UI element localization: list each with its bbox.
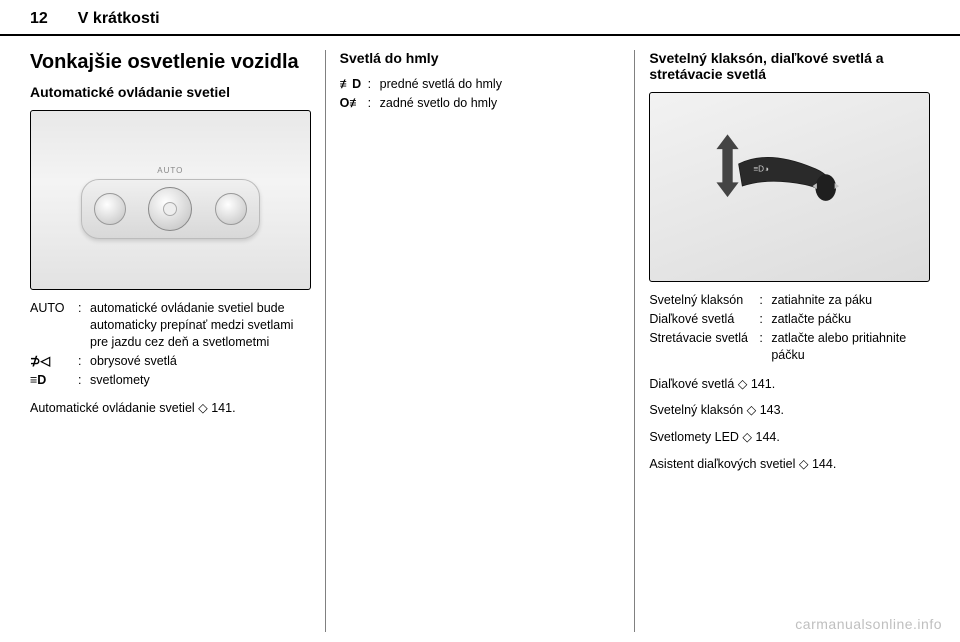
heading-exterior-lighting: Vonkajšie osvetlenie vozidla xyxy=(30,50,311,74)
column-2: Svetlá do hmly ≢D : predné svetlá do hml… xyxy=(326,50,636,632)
def-row: Diaľkové svetlá : zatlačte páčku xyxy=(649,311,930,328)
def-val: obrysové svetlá xyxy=(90,353,311,370)
def-key: Svetelný klaksón xyxy=(649,292,759,309)
def-sep: : xyxy=(759,330,771,364)
manual-page: 12 V krátkosti Vonkajšie osvetlenie vozi… xyxy=(0,0,960,642)
main-dial-icon xyxy=(148,187,192,231)
beam-icon: ≡D◑ xyxy=(754,164,770,173)
updown-arrow-icon xyxy=(717,134,739,197)
def-val: svetlomety xyxy=(90,372,311,389)
def-key: Diaľkové svetlá xyxy=(649,311,759,328)
column-3: Svetelný klaksón, diaľkové svetlá a stre… xyxy=(635,50,930,632)
def-sep: : xyxy=(759,311,771,328)
def-key: Stretávacie svetlá xyxy=(649,330,759,364)
def-val: zatlačte páčku xyxy=(771,311,930,328)
switch-panel xyxy=(81,179,259,240)
front-fog-icon: ≢D xyxy=(340,76,368,93)
page-header: 12 V krátkosti xyxy=(0,0,960,36)
sidelights-icon: ⊅◁ xyxy=(30,353,78,370)
ref-flash: Svetelný klaksón ◇ 143. xyxy=(649,402,930,419)
fog-rear-knob-icon xyxy=(215,193,247,225)
def-sep: : xyxy=(368,76,380,93)
content-columns: Vonkajšie osvetlenie vozidla Automatické… xyxy=(0,36,960,642)
dial-center-icon xyxy=(163,202,177,216)
def-row: ≡D : svetlomety xyxy=(30,372,311,389)
def-val: zatiahnite za páku xyxy=(771,292,930,309)
def-row: ⊅◁ : obrysové svetlá xyxy=(30,353,311,370)
def-val: zadné svetlo do hmly xyxy=(380,95,621,112)
ref-led: Svetlomety LED ◇ 144. xyxy=(649,429,930,446)
def-key: AUTO xyxy=(30,300,78,351)
ref-assist: Asistent diaľkových svetiel ◇ 144. xyxy=(649,456,930,473)
rear-fog-icon: O≢ xyxy=(340,95,368,112)
column-1: Vonkajšie osvetlenie vozidla Automatické… xyxy=(30,50,326,632)
def-row: O≢ : zadné svetlo do hmly xyxy=(340,95,621,112)
def-row: Stretávacie svetlá : zatlačte alebo prit… xyxy=(649,330,930,364)
def-sep: : xyxy=(78,353,90,370)
subheading-fog-lights: Svetlá do hmly xyxy=(340,50,621,66)
page-number: 12 xyxy=(30,10,48,28)
def-row: ≢D : predné svetlá do hmly xyxy=(340,76,621,93)
def-val: predné svetlá do hmly xyxy=(380,76,621,93)
subheading-auto-lights: Automatické ovládanie svetiel xyxy=(30,84,311,100)
auto-text-icon: AUTO xyxy=(157,166,183,175)
right-arrow-icon xyxy=(835,183,839,189)
ref-highbeam: Diaľkové svetlá ◇ 141. xyxy=(649,376,930,393)
definitions-fog: ≢D : predné svetlá do hmly O≢ : zadné sv… xyxy=(340,76,621,114)
ref-auto-lights: Automatické ovládanie svetiel ◇ 141. xyxy=(30,400,311,417)
def-sep: : xyxy=(368,95,380,112)
watermark-text: carmanualsonline.info xyxy=(795,616,942,632)
def-val: zatlačte alebo pritiahnite páčku xyxy=(771,330,930,364)
def-row: Svetelný klaksón : zatiahnite za páku xyxy=(649,292,930,309)
stalk-tip-icon xyxy=(816,174,837,201)
def-val: automatické ovládanie svetiel bude autom… xyxy=(90,300,311,351)
def-row: AUTO : automatické ovládanie svetiel bud… xyxy=(30,300,311,351)
stalk-svg: ≡D◑ xyxy=(678,127,873,230)
def-sep: : xyxy=(78,300,90,351)
definitions-auto: AUTO : automatické ovládanie svetiel bud… xyxy=(30,300,311,390)
def-sep: : xyxy=(78,372,90,389)
definitions-stalk: Svetelný klaksón : zatiahnite za páku Di… xyxy=(649,292,930,366)
figure-light-switch-panel: AUTO xyxy=(30,110,311,290)
headlamps-icon: ≡D xyxy=(30,372,78,389)
figure-stalk-lever: ≡D◑ xyxy=(649,92,930,282)
fog-front-knob-icon xyxy=(94,193,126,225)
section-title: V krátkosti xyxy=(78,10,160,28)
subheading-flash-highbeam: Svetelný klaksón, diaľkové svetlá a stre… xyxy=(649,50,930,82)
def-sep: : xyxy=(759,292,771,309)
